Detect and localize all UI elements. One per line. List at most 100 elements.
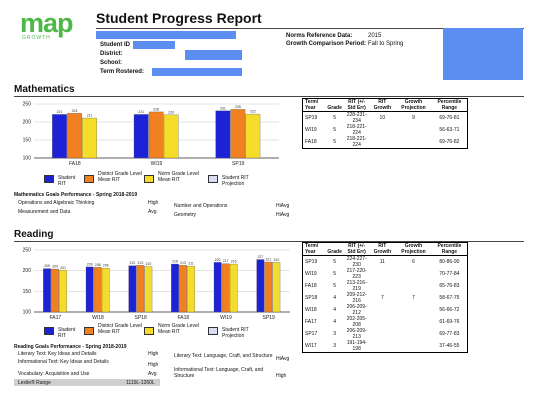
- x-tick-label: SP19: [263, 315, 275, 321]
- legend-norm: Norm Grade Level Mean RIT: [158, 323, 199, 335]
- x-tick-label: SP18: [135, 315, 147, 321]
- y-tick-label: 250: [23, 248, 32, 254]
- data-label: 216: [172, 260, 178, 264]
- x-tick-label: FA17: [49, 315, 61, 321]
- table-header: Growth Projection: [395, 242, 432, 256]
- table-cell: [370, 340, 396, 353]
- reading-goal-4-value: HiAvg: [276, 356, 290, 362]
- table-cell: SP19: [305, 115, 318, 121]
- y-tick-label: 100: [23, 156, 32, 162]
- brand-subtitle: GROWTH: [22, 35, 51, 41]
- math-rit-table: Term/ Year Grade RIT (+/- Std Err) RIT G…: [302, 98, 468, 149]
- data-label: 213: [137, 261, 143, 265]
- table-cell: 7: [412, 295, 415, 301]
- bar-norm-grade-level-mean-rit: [245, 113, 261, 159]
- table-row: SP18 4 209-212-216 7 7 58-67-75: [303, 292, 468, 304]
- y-tick-label: 150: [23, 289, 32, 295]
- legend-district: District Grade Level Mean RIT: [98, 323, 142, 335]
- lexile-value: 1110L-1260L: [126, 380, 155, 386]
- lexile-label: Lexile® Range: [18, 380, 51, 386]
- table-cell: [395, 328, 432, 340]
- table-row: SP17 3 206-209-213 69-77-83: [303, 328, 468, 340]
- table-cell: 5: [333, 127, 337, 133]
- reading-goal-4-name: Literary Text: Language, Craft, and Stru…: [174, 353, 273, 359]
- table-cell: [370, 304, 396, 316]
- table-row: WI19 5 217-220-223 70-77-84: [303, 268, 468, 280]
- table-cell: 224-227-230: [346, 256, 367, 268]
- math-chart: 100 150 200 250 221 224 211 FA18 221 228 220 WI19 2…: [23, 102, 279, 167]
- table-cell: WI19: [305, 127, 317, 133]
- photo-redacted: [443, 28, 523, 80]
- bar-norm-grade-level-mean-rit: [187, 265, 195, 313]
- table-cell: WI18: [305, 307, 317, 313]
- table-cell: 209-212-216: [346, 292, 367, 304]
- student-id-label: Student ID: [100, 42, 130, 48]
- math-goal-4-value: HiAvg: [276, 212, 290, 218]
- reading-goal-1-value: High: [148, 351, 159, 357]
- legend-swatch-district: [84, 175, 94, 183]
- bar-student-rit: [213, 262, 222, 313]
- data-label: 216: [231, 260, 237, 264]
- table-cell: SP18: [305, 295, 318, 301]
- table-cell: [395, 124, 432, 136]
- legend-swatch-student: [44, 175, 54, 183]
- term-rostered-redacted: [152, 68, 242, 76]
- growth-period-label: Growth Comparison Period:: [286, 41, 367, 47]
- table-cell: [395, 136, 432, 149]
- math-goal-3-value: HiAvg: [276, 203, 290, 209]
- student-id-redacted: [133, 41, 175, 49]
- district-label: District:: [100, 51, 123, 57]
- table-cell: 5: [333, 283, 337, 289]
- math-legend: Student RIT District Grade Level Mean RI…: [44, 171, 284, 192]
- data-label: 221: [265, 257, 271, 261]
- bar-norm-grade-level-mean-rit: [163, 114, 179, 159]
- table-header: RIT (+/- Std Err): [343, 98, 370, 112]
- table-header: Term/ Year: [302, 242, 326, 256]
- legend-projection: Student RIT Projection: [222, 327, 249, 339]
- legend-swatch-norm: [144, 175, 154, 183]
- table-header: RIT Growth: [369, 242, 396, 256]
- bar-student-rit: [171, 263, 179, 313]
- bar-student-rit: [256, 259, 265, 313]
- table-cell: SP19: [305, 259, 318, 265]
- data-label: 205: [44, 264, 50, 268]
- table-cell: 10: [379, 115, 386, 121]
- x-tick-label: FA18: [177, 315, 189, 321]
- table-cell: 6: [412, 259, 415, 265]
- table-cell: 9: [412, 115, 415, 121]
- legend-swatch-projection: [208, 175, 218, 183]
- data-label: 217: [223, 259, 229, 263]
- table-cell: [370, 136, 396, 149]
- table-cell: [395, 316, 432, 328]
- table-cell: 213-216-219: [346, 280, 367, 292]
- y-tick-label: 250: [23, 102, 32, 108]
- bar-district-grade-level-mean-rit: [136, 265, 145, 313]
- data-label: 211: [87, 114, 93, 118]
- table-cell: [370, 268, 396, 280]
- bar-student-rit: [52, 114, 67, 159]
- table-cell: 4: [333, 307, 337, 313]
- math-goals-title: Mathematics Goals Performance - Spring 2…: [14, 192, 138, 198]
- table-cell: 11: [379, 259, 385, 265]
- bar-district-grade-level-mean-rit: [148, 111, 164, 159]
- bar-norm-grade-level-mean-rit: [101, 268, 110, 313]
- table-cell: WI17: [305, 343, 317, 349]
- table-cell: 5: [333, 115, 337, 121]
- reading-goals-title: Reading Goals Performance - Spring 2018-…: [14, 344, 127, 350]
- table-cell: 69-76-82: [439, 139, 460, 145]
- reading-chart: 100 150 200 250 205 204 201 FA17 209 208 206 WI18 2…: [23, 248, 290, 321]
- term-rostered-label: Term Rostered:: [100, 69, 144, 75]
- legend-projection: Student RIT Projection: [222, 175, 249, 187]
- reading-goal-2-value: High: [148, 362, 159, 368]
- legend-swatch-student: [44, 327, 54, 335]
- reading-rit-table: Term/ Year Grade RIT (+/- Std Err) RIT G…: [302, 242, 468, 353]
- table-header: RIT Growth: [369, 98, 396, 112]
- table-cell: 191-194-198: [346, 340, 367, 352]
- x-tick-label: WI19: [151, 161, 163, 167]
- data-label: 210: [145, 262, 151, 266]
- math-goal-2-name: Measurement and Data: [18, 209, 71, 215]
- table-cell: 61-69-76: [439, 319, 460, 325]
- table-cell: 3: [333, 343, 337, 349]
- table-row: SP19 5 228-231-234 10 9 69-76-81: [303, 112, 468, 125]
- table-cell: 69-77-83: [439, 331, 460, 337]
